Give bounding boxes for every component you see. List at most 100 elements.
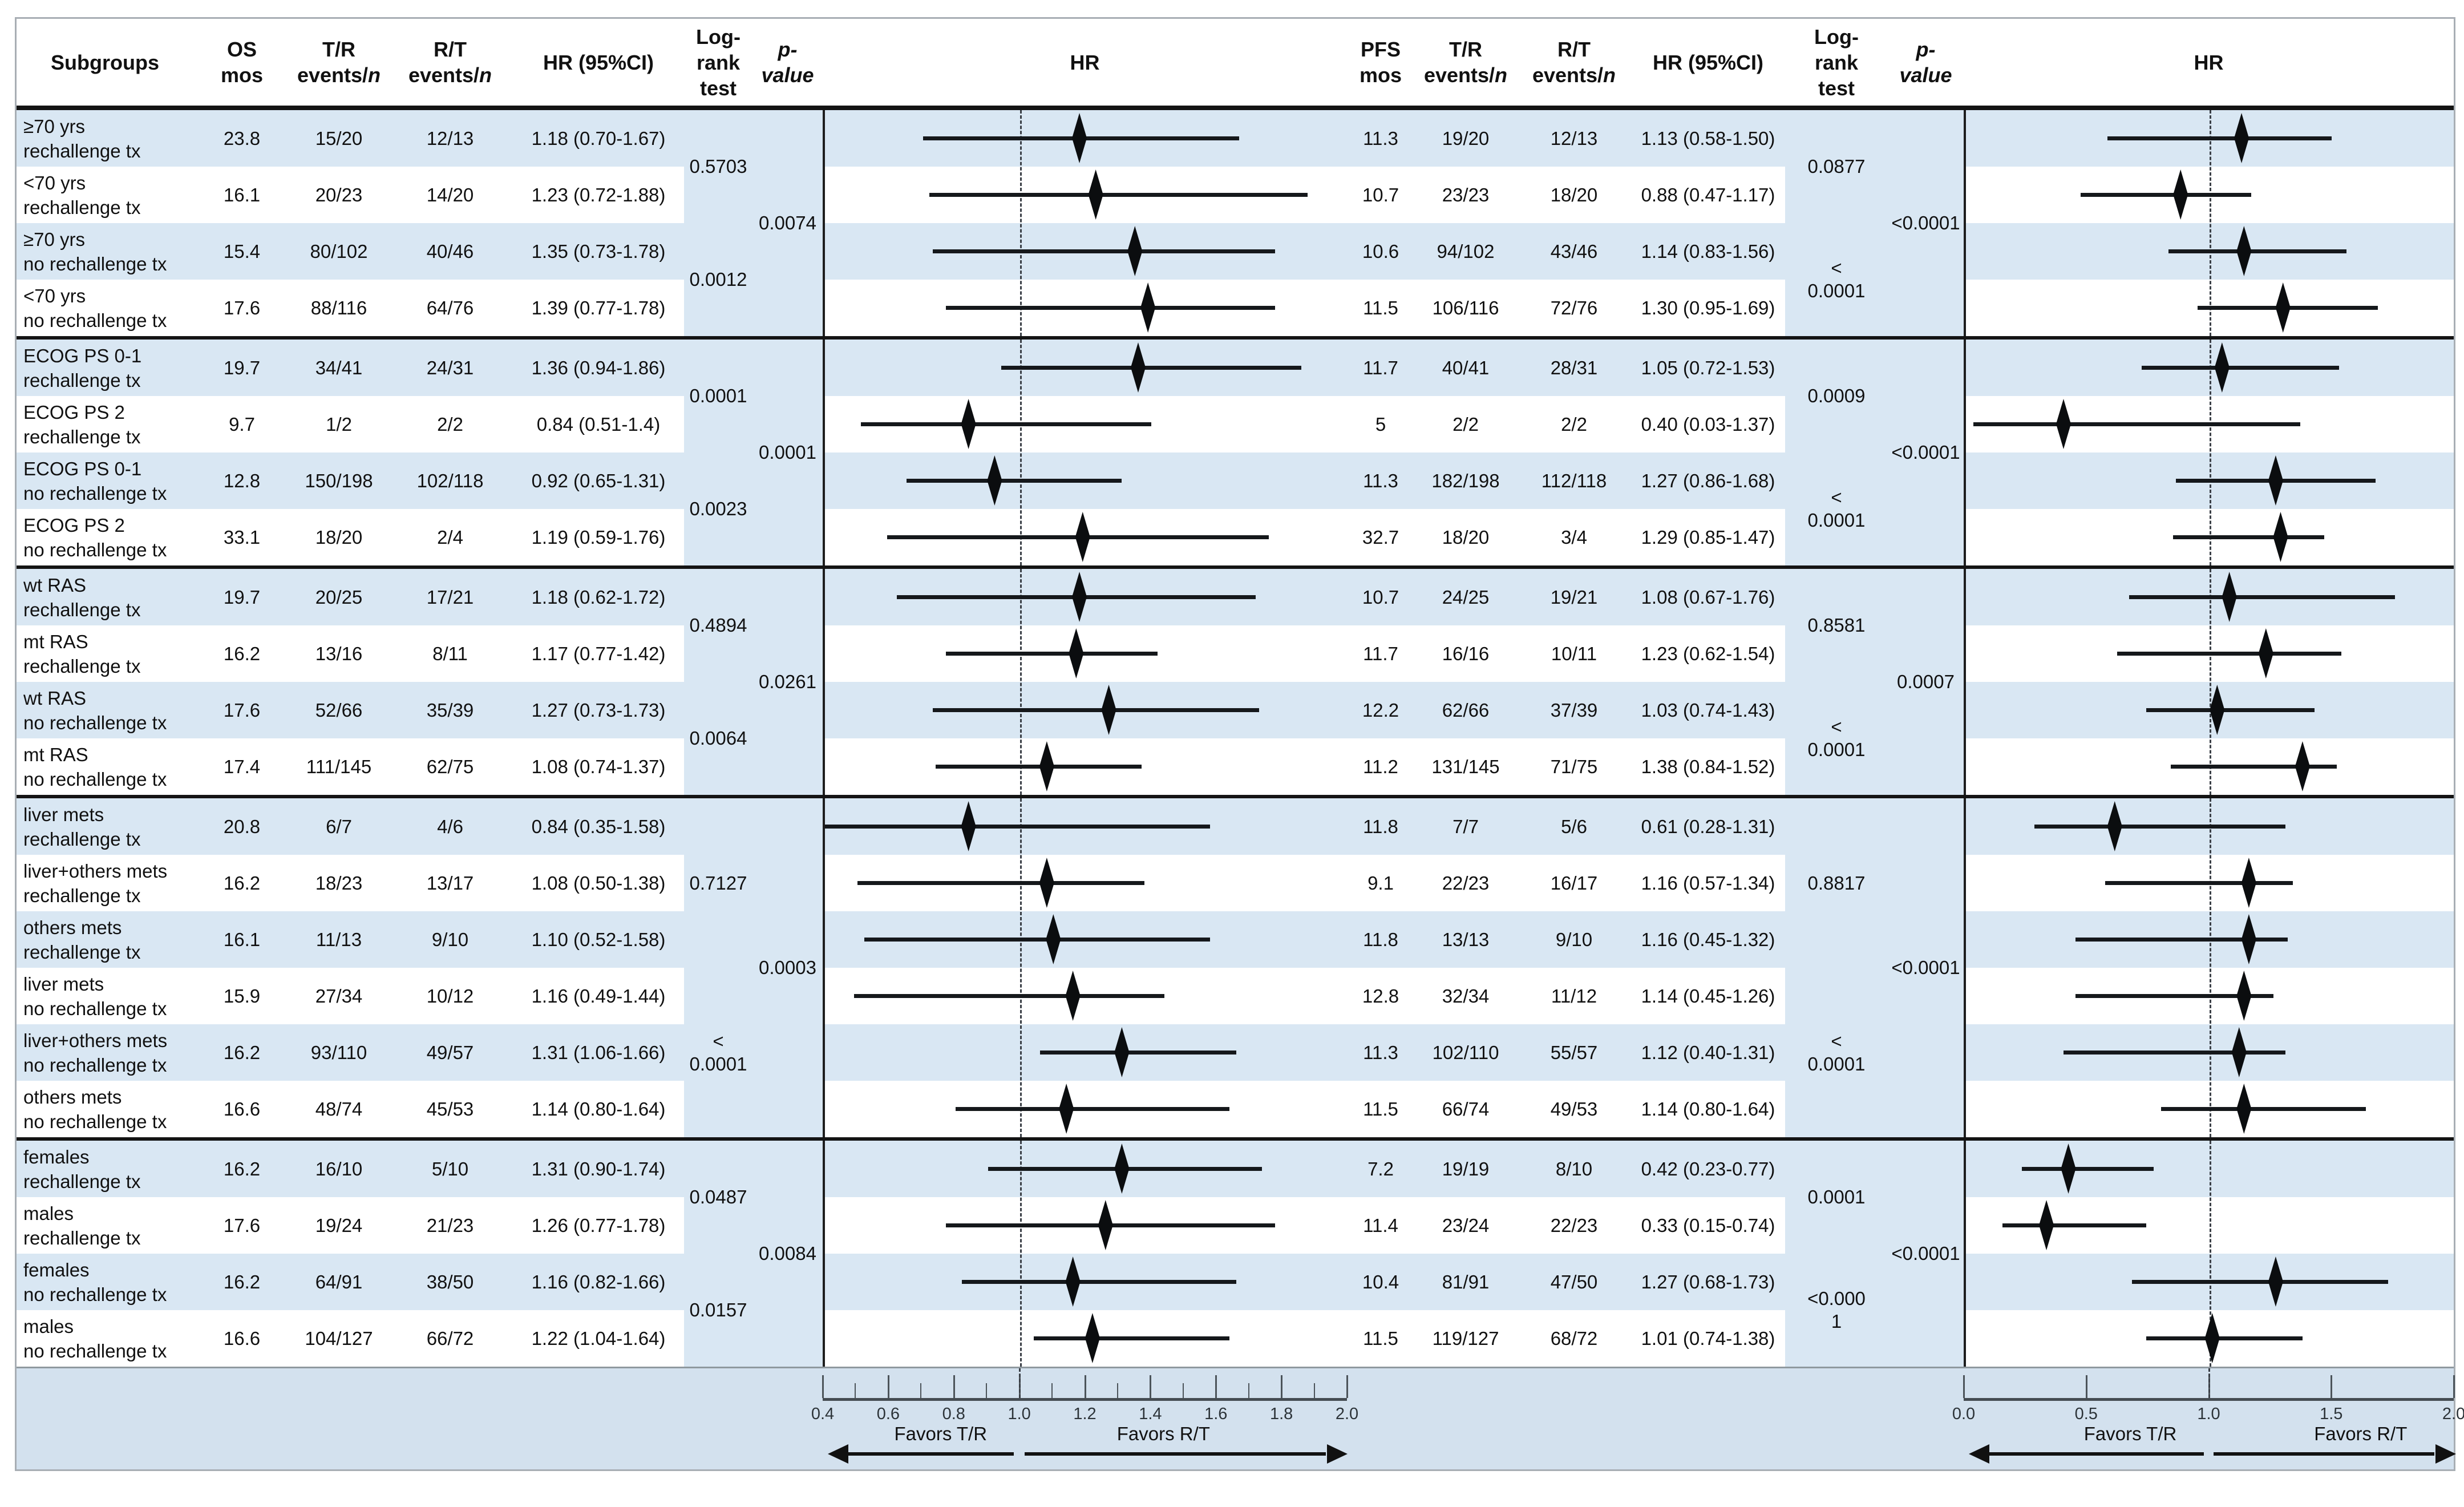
header-pfs-hr-ci: HR (95%CI)	[1652, 50, 1764, 74]
subgroup-label: others mets	[23, 1086, 122, 1108]
os-mos-value: 19.7	[193, 569, 290, 625]
pfs-hr-ci-value: 1.13 (0.58-1.50)	[1631, 110, 1785, 167]
favors-arrow-line-right	[2214, 1452, 2434, 1456]
pfs-hr-ci-value: 1.29 (0.85-1.47)	[1641, 526, 1775, 548]
header-os-hr-ci: HR (95%CI)	[543, 50, 654, 74]
hr-diamond	[2236, 1084, 2252, 1134]
logrank-value: 0.5703	[684, 110, 752, 223]
os-axis: Favors T/R Favors R/T 0.4 0.6 0.8 1.0 1.2 1.4…	[811, 1368, 1358, 1469]
pfs-tr-events-value: 102/110	[1414, 1024, 1517, 1081]
header-pfs-tr-arm: T/R	[1449, 38, 1482, 61]
treatment-label: rechallenge tx	[23, 655, 141, 677]
pfs-rt-events-value: 22/23	[1550, 1214, 1598, 1236]
treatment-label: rechallenge tx	[23, 599, 141, 620]
header-subgroups: Subgroups	[51, 50, 159, 74]
logrank-value: 0.4894	[684, 569, 752, 682]
pfs-hr-ci-value: 1.14 (0.45-1.26)	[1641, 985, 1775, 1007]
pfs-hr-ci-value: 1.27 (0.86-1.68)	[1631, 452, 1785, 509]
axis-tick-label: 1.0	[1008, 1405, 1031, 1423]
pvalue-value: <0.0001	[1888, 798, 1964, 1137]
os-tr-events-value: 18/23	[315, 872, 363, 894]
os-hr-ci-value: 1.19 (0.59-1.76)	[531, 526, 666, 548]
os-mos-value: 17.6	[223, 1214, 261, 1236]
hr-diamond	[2204, 1313, 2220, 1363]
os-tr-events-value: 20/25	[290, 569, 387, 625]
os-hr-ci-value: 0.84 (0.51-1.4)	[536, 413, 661, 435]
axis-tick-label: 0.6	[876, 1405, 900, 1423]
forest-plot-os	[823, 110, 1347, 336]
ci-line	[2002, 1223, 2147, 1227]
treatment-label: rechallenge tx	[23, 941, 141, 963]
subgroup-label: females	[23, 1146, 90, 1167]
pfs-hr-ci-value: 1.01 (0.74-1.38)	[1641, 1327, 1775, 1349]
logrank-value: 0.0157	[684, 1254, 752, 1367]
hr-diamond	[1098, 1200, 1113, 1250]
axis-band: Favors T/R Favors R/T 0.4 0.6 0.8 1.0 1.2 1.4…	[17, 1367, 2464, 1469]
os-hr-ci-value: 1.26 (0.77-1.78)	[531, 1214, 666, 1236]
logrank-value: < 0.0001	[1785, 452, 1888, 565]
pfs-hr-ci-value: 1.14 (0.80-1.64)	[1641, 1098, 1775, 1120]
logrank-value: 0.7127	[684, 798, 752, 968]
subgroup-cell: males rechallenge tx	[17, 1197, 193, 1254]
treatment-label: no rechallenge tx	[23, 1110, 167, 1132]
pfs-tr-events-value: 131/145	[1431, 755, 1500, 777]
header-os-logrank: Log- rank test	[696, 25, 741, 100]
subgroup-cell: others mets rechallenge tx	[17, 911, 193, 968]
pfs-rt-events-value: 37/39	[1517, 682, 1631, 738]
os-mos-value: 12.8	[193, 452, 290, 509]
header-os-hr-plot: HR	[1070, 50, 1100, 74]
pfs-tr-events-value: 19/19	[1414, 1141, 1517, 1197]
pfs-tr-events-value: 119/127	[1432, 1327, 1499, 1349]
header-pfs-events: events/n	[1423, 63, 1508, 87]
pfs-hr-ci-value: 1.38 (0.84-1.52)	[1641, 755, 1775, 777]
forest-plot-os	[823, 340, 1347, 565]
subgroup-block-sex: females rechallenge tx 16.2 16/10 5/10 1.31 (…	[17, 1137, 2454, 1367]
logrank-value: 0.0023	[684, 452, 752, 565]
axis-major-tick	[1281, 1375, 1283, 1398]
subgroup-cell: females rechallenge tx	[17, 1141, 193, 1197]
pfs-rt-events-value: 49/53	[1550, 1098, 1598, 1120]
axis-major-tick	[822, 1375, 824, 1398]
treatment-label: rechallenge tx	[23, 369, 141, 391]
ci-line	[1973, 422, 2300, 426]
pfs-mos-value: 9.1	[1367, 872, 1394, 894]
hr-diamond	[2039, 1200, 2054, 1250]
hr-diamond	[1065, 971, 1081, 1021]
pfs-rt-events-value: 71/75	[1550, 755, 1598, 777]
pfs-tr-events-value: 81/91	[1414, 1254, 1517, 1310]
favors-arrow-line-right	[1024, 1452, 1326, 1456]
ci-line	[857, 881, 1145, 885]
pfs-rt-events-value: 28/31	[1517, 340, 1631, 396]
forest-plot-figure: Subgroups OS mos T/R events/n R/T events…	[15, 17, 2464, 1471]
header-os-events: events/n	[297, 63, 381, 87]
subgroup-label: <70 yrs	[23, 285, 86, 306]
ci-line	[2171, 765, 2337, 769]
hr-diamond	[2173, 169, 2188, 220]
ci-line	[2075, 994, 2273, 998]
header-pfs-logrank: Log- rank test	[1814, 25, 1859, 100]
header-os-mos: OS mos	[220, 38, 264, 87]
treatment-label: no rechallenge tx	[23, 482, 167, 504]
axis-tick-label: 1.8	[1269, 1405, 1293, 1423]
subgroup-cell: <70 yrs rechallenge tx	[17, 167, 193, 223]
os-rt-events-value: 38/50	[387, 1254, 513, 1310]
pfs-rt-events-value: 112/118	[1517, 452, 1631, 509]
table-header: Subgroups OS mos T/R events/n R/T events…	[17, 19, 2454, 110]
subgroup-label: liver+others mets	[23, 1029, 168, 1051]
pfs-tr-events-value: 18/20	[1442, 526, 1490, 548]
axis-minor-tick	[855, 1383, 856, 1398]
pfs-mos-value: 11.3	[1347, 1024, 1414, 1081]
os-mos-value: 16.2	[223, 643, 261, 664]
subgroup-label: ECOG PS 0-1	[23, 345, 142, 366]
ci-line	[932, 708, 1259, 712]
subgroup-cell: liver mets no rechallenge tx	[17, 968, 193, 1024]
axis-tick-label: 0.5	[2074, 1405, 2098, 1423]
axis-tick-label: 0.4	[811, 1405, 835, 1423]
axis-major-tick	[1215, 1375, 1217, 1398]
os-tr-events-value: 6/7	[290, 798, 387, 855]
pfs-favors-right-label: Favors R/T	[2314, 1423, 2408, 1444]
pfs-hr-ci-value: 1.14 (0.83-1.56)	[1631, 223, 1785, 280]
subgroup-cell: ≥70 yrs rechallenge tx	[17, 110, 193, 167]
pfs-mos-value: 12.8	[1362, 985, 1399, 1007]
treatment-label: no rechallenge tx	[23, 1340, 167, 1361]
